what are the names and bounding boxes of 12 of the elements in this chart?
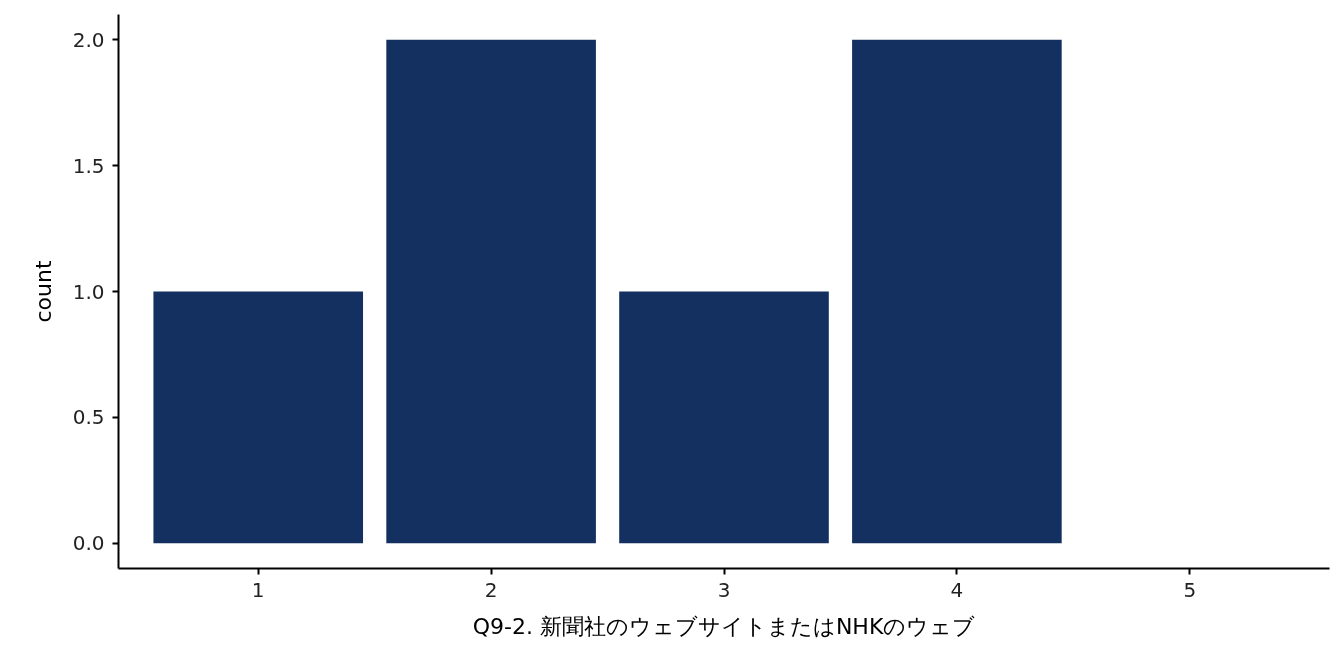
y-tick-label: 0.0 — [72, 531, 105, 556]
y-tick-label: 2.0 — [72, 27, 105, 52]
y-axis-title: count — [30, 260, 56, 323]
x-axis-title: Q9-2. 新聞社のウェブサイトまたはNHKのウェブ — [472, 613, 976, 639]
x-tick-label: 3 — [717, 577, 731, 602]
y-tick-label: 1.5 — [72, 153, 105, 178]
x-tick-label: 1 — [251, 577, 265, 602]
x-tick-label: 2 — [484, 577, 498, 602]
x-tick-label: 4 — [950, 577, 964, 602]
y-tick-label: 1.0 — [72, 279, 105, 304]
y-tick-label: 0.5 — [72, 405, 105, 430]
x-tick-label: 5 — [1183, 577, 1197, 602]
